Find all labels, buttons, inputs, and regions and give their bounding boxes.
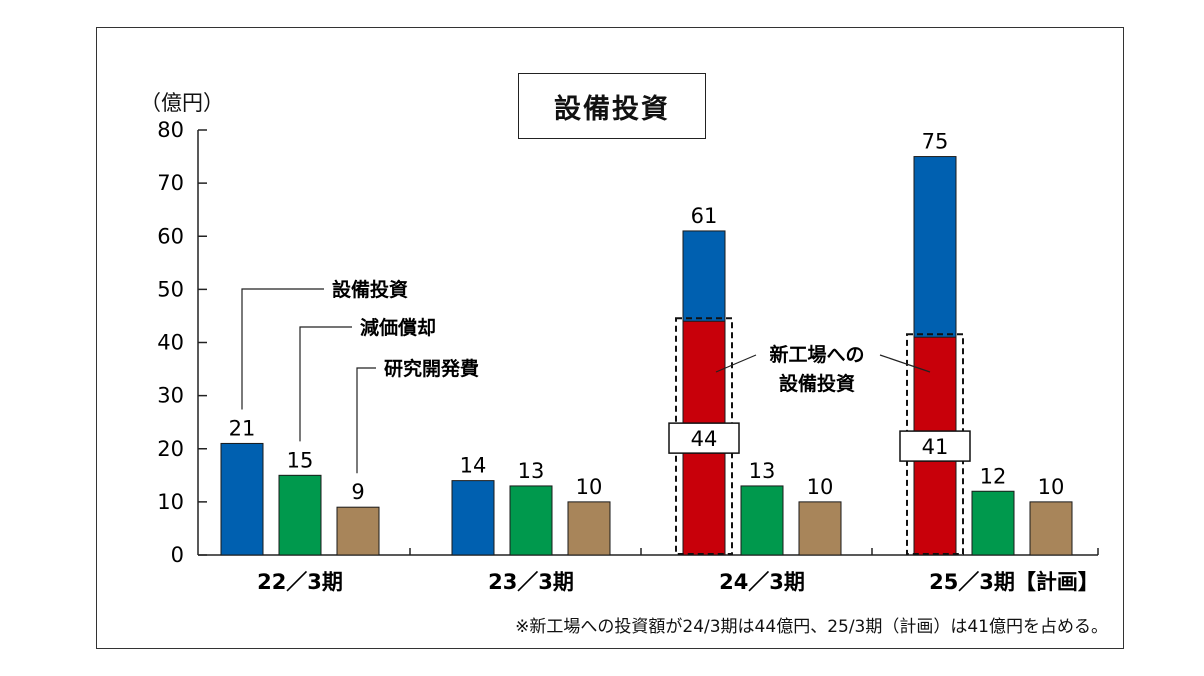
y-tick-label: 60: [157, 224, 184, 248]
bar-研究開発費: [1029, 501, 1073, 556]
chart-title: 設備投資: [518, 73, 706, 139]
bar-value-label: 15: [287, 448, 314, 472]
bar-value-label: 12: [980, 464, 1007, 488]
bar-研究開発費: [336, 506, 380, 556]
x-category-label: 25／3期【計画】: [929, 570, 1099, 594]
bar-value-label: 13: [749, 459, 776, 483]
y-axis-unit: （億円）: [140, 91, 224, 115]
bar-value-label: 61: [691, 204, 718, 228]
new-factory-leader-line: [715, 354, 757, 373]
new-factory-label-line2: 設備投資: [779, 372, 855, 395]
y-tick-label: 0: [171, 543, 184, 567]
bar-value-label: 21: [229, 416, 256, 440]
bar-value-label: 13: [518, 459, 545, 483]
y-tick-label: 10: [157, 490, 184, 514]
legend-leader-line: [299, 326, 352, 442]
new-factory-value-box: [668, 422, 740, 454]
bar-研究開発費: [798, 501, 842, 556]
footnote: ※新工場への投資額が24/3期は44億円、25/3期（計画）は41億円を占める。: [515, 617, 1108, 637]
bar-value-label: 75: [922, 130, 949, 154]
y-tick-label: 30: [157, 384, 184, 408]
bar-減価償却: [509, 485, 553, 556]
new-factory-value-box: [899, 430, 971, 462]
bar-研究開発費: [567, 501, 611, 556]
bar-value-label: 10: [807, 475, 834, 499]
legend-label-減価償却: 減価償却: [360, 316, 436, 339]
legend-leader-line: [356, 367, 376, 474]
y-tick-label: 50: [157, 277, 184, 301]
new-factory-leader-line: [879, 354, 931, 373]
bar-value-label: 10: [1038, 475, 1065, 499]
y-tick-label: 80: [157, 118, 184, 142]
x-category-label: 24／3期: [719, 570, 805, 594]
bar-value-label: 9: [351, 480, 364, 504]
x-category-label: 23／3期: [488, 570, 574, 594]
y-tick-label: 40: [157, 331, 184, 355]
legend-label-設備投資: 設備投資: [332, 278, 408, 301]
legend-leader-line: [241, 288, 324, 410]
bar-value-label: 14: [460, 454, 487, 478]
x-category-label: 22／3期: [257, 570, 343, 594]
new-factory-label-line1: 新工場への: [769, 343, 864, 366]
bar-減価償却: [740, 485, 784, 556]
bar-設備投資: [220, 442, 264, 556]
bar-減価償却: [278, 474, 322, 556]
y-tick-label: 70: [157, 171, 184, 195]
new-factory-value-label: 41: [922, 435, 949, 459]
bar-value-label: 10: [576, 475, 603, 499]
chart-frame: [96, 27, 1124, 649]
y-tick-label: 20: [157, 437, 184, 461]
legend-label-研究開発費: 研究開発費: [384, 357, 479, 380]
bar-設備投資: [451, 480, 495, 556]
new-factory-value-label: 44: [691, 427, 718, 451]
bar-減価償却: [971, 490, 1015, 556]
